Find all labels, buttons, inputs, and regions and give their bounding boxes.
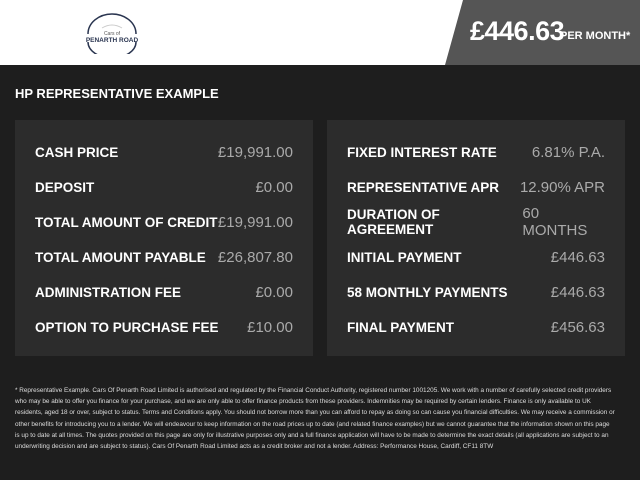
row-value: £456.63 [550,318,605,336]
row-value: 6.81% P.A. [531,143,605,161]
finance-row: ADMINISTRATION FEE £0.00 [35,282,293,302]
row-label: OPTION TO PURCHASE FEE [35,319,219,335]
footnote: * Representative Example. Cars Of Penart… [15,387,615,451]
row-label: CASH PRICE [35,144,119,160]
finance-row: TOTAL AMOUNT PAYABLE £26,807.80 [35,247,293,267]
row-label: 58 MONTHLY PAYMENTS [347,284,508,300]
finance-row: INITIAL PAYMENT £446.63 [347,247,605,267]
row-label: FIXED INTEREST RATE [347,144,497,160]
row-value: £446.63 [550,248,605,266]
row-label: DURATION OF AGREEMENT [347,207,440,237]
right-panel: FIXED INTEREST RATE 6.81% P.A. REPRESENTA… [327,120,625,356]
row-label: INITIAL PAYMENT [347,249,462,265]
row-value: 12.90% APR [519,178,605,196]
finance-row: FINAL PAYMENT £456.63 [347,317,605,337]
finance-row: FIXED INTEREST RATE 6.81% P.A. [347,142,605,162]
finance-row: TOTAL AMOUNT OF CREDIT £19,991.00 [35,212,293,232]
svg-text:PENARTH ROAD: PENARTH ROAD [86,37,139,44]
left-panel: CASH PRICE £19,991.00 DEPOSIT £0.00 TOTAL … [15,120,313,356]
price-panel [445,0,640,65]
dealer-logo[interactable]: Cars of PENARTH ROAD [82,12,142,54]
row-value: £10.00 [247,318,293,336]
row-label: DEPOSIT [35,179,95,195]
monthly-price: £446.63 [470,16,565,46]
finance-row: CASH PRICE £19,991.00 [35,142,293,162]
row-value: £19,991.00 [217,143,293,161]
row-label: TOTAL AMOUNT OF CREDIT [35,214,218,230]
per-month-label: PER MONTH* [560,30,631,42]
section-title: HP REPRESENTATIVE EXAMPLE [15,86,219,101]
row-label: REPRESENTATIVE APR [347,179,500,195]
row-value: £26,807.80 [217,248,293,266]
row-label: ADMINISTRATION FEE [35,284,181,300]
row-label: FINAL PAYMENT [347,319,455,335]
finance-row: 58 MONTHLY PAYMENTS £446.63 [347,282,605,302]
finance-row: REPRESENTATIVE APR 12.90% APR [347,177,605,197]
finance-row: OPTION TO PURCHASE FEE £10.00 [35,317,293,337]
row-label: TOTAL AMOUNT PAYABLE [35,249,206,265]
row-value: £446.63 [550,283,605,301]
svg-text:Cars of: Cars of [104,31,121,37]
row-value: 60 MONTHS [522,205,588,239]
row-value: £0.00 [255,283,293,301]
row-value: £0.00 [255,178,293,196]
finance-row: DEPOSIT £0.00 [35,177,293,197]
row-value: £19,991.00 [217,213,293,231]
finance-row: DURATION OF AGREEMENT 60 MONTHS [347,205,605,239]
